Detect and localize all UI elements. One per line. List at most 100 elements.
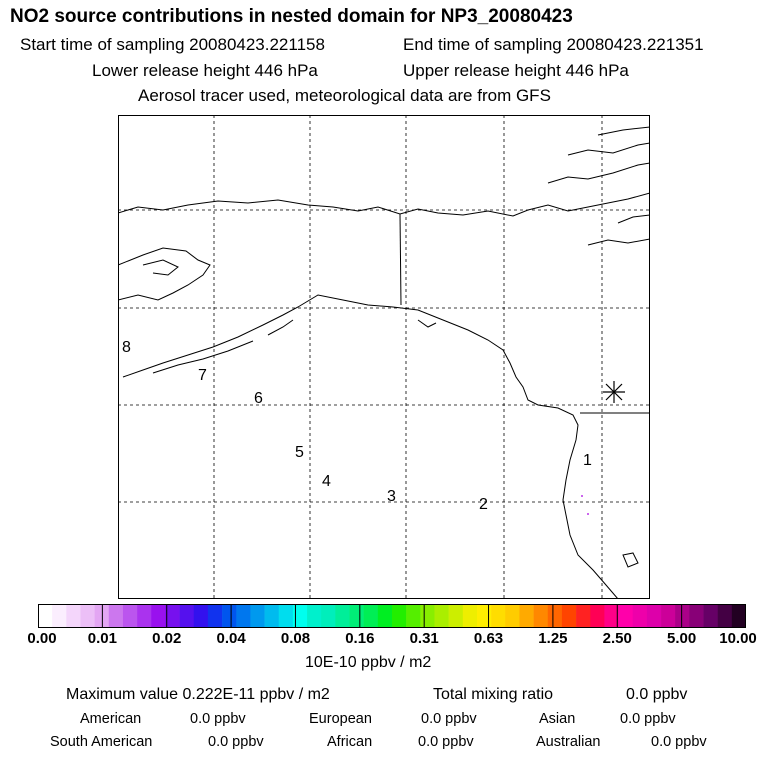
colorbar-cell <box>434 604 449 628</box>
release-site-marker <box>603 381 625 403</box>
region-label-american: American <box>80 711 142 727</box>
colorbar-cell <box>236 604 251 628</box>
region-value-european: 0.0 ppbv <box>421 711 477 727</box>
colorbar-cell <box>165 604 180 628</box>
colorbar-cell <box>576 604 591 628</box>
trajectory-label-5: 5 <box>295 444 304 461</box>
upper-release-height: Upper release height 446 hPa <box>403 61 629 80</box>
colorbar-cell <box>420 604 435 628</box>
end-time: End time of sampling 20080423.221351 <box>403 35 704 54</box>
max-value: Maximum value 0.222E-11 ppbv / m2 <box>66 686 330 703</box>
trajectory-label-8: 8 <box>122 339 131 356</box>
colorbar-cells <box>38 604 746 628</box>
map-panel: 1 2 3 4 5 6 7 8 <box>118 115 650 599</box>
colorbar-cell <box>618 604 634 628</box>
map-frame <box>118 115 650 599</box>
colorbar-cell <box>519 604 534 628</box>
colorbar-cell <box>222 604 237 628</box>
map-title: NO2 source contributions in nested domai… <box>10 6 573 27</box>
region-value-american: 0.0 ppbv <box>190 711 246 727</box>
colorbar-tick-label: 0.02 <box>152 630 182 647</box>
colorbar-cell <box>392 604 407 628</box>
colorbar-tick-label: 5.00 <box>667 630 697 647</box>
trajectory-labels: 1 2 3 4 5 6 7 8 <box>122 339 592 513</box>
colorbar-cell <box>207 604 223 628</box>
colorbar-tick-label: 10.00 <box>719 630 757 647</box>
colorbar-cell <box>122 604 138 628</box>
colorbar-cell <box>717 604 733 628</box>
colorbar-cell <box>505 604 520 628</box>
colorbar-cell <box>689 604 704 628</box>
colorbar-tick-label: 0.04 <box>216 630 246 647</box>
colorbar-cell <box>377 604 393 628</box>
total-mixing-value: 0.0 ppbv <box>626 686 688 703</box>
colorbar-cell <box>561 604 577 628</box>
coastlines <box>118 126 650 599</box>
lower-release-height: Lower release height 446 hPa <box>92 61 318 80</box>
plume-dots <box>581 495 589 515</box>
colorbar-cell <box>448 604 464 628</box>
tracer-note: Aerosol tracer used, meteorological data… <box>138 86 551 105</box>
region-value-australian: 0.0 ppbv <box>651 734 707 750</box>
colorbar-tick-label: 0.00 <box>27 630 57 647</box>
colorbar-cell <box>38 604 53 628</box>
colorbar-cell <box>250 604 265 628</box>
colorbar-cell <box>661 604 676 628</box>
colorbar-cell <box>476 604 492 628</box>
colorbar-cell <box>349 604 364 628</box>
colorbar-cell <box>179 604 195 628</box>
colorbar-cell <box>292 604 308 628</box>
colorbar-cell <box>604 604 619 628</box>
colorbar-tick-label: 0.01 <box>87 630 117 647</box>
colorbar-cell <box>151 604 166 628</box>
region-label-australian: Australian <box>536 734 601 750</box>
start-time: Start time of sampling 20080423.221158 <box>20 35 325 54</box>
trajectory-label-4: 4 <box>322 473 331 490</box>
region-value-south-american: 0.0 ppbv <box>208 734 264 750</box>
colorbar-tick-label: 0.63 <box>473 630 504 647</box>
region-label-european: European <box>309 711 372 727</box>
colorbar-cell <box>646 604 662 628</box>
trajectory-label-3: 3 <box>387 488 396 505</box>
colorbar-cell <box>80 604 95 628</box>
colorbar-cell <box>307 604 322 628</box>
region-value-asian: 0.0 ppbv <box>620 711 676 727</box>
colorbar-tick-label: 0.16 <box>345 630 375 647</box>
colorbar-cell <box>406 604 421 628</box>
colorbar-units: 10E-10 ppbv / m2 <box>305 654 432 671</box>
colorbar-cell <box>590 604 605 628</box>
colorbar-cell <box>137 604 152 628</box>
region-label-south-american: South American <box>50 734 153 750</box>
region-label-african: African <box>327 734 373 750</box>
colorbar-cell <box>193 604 209 628</box>
colorbar-cell <box>491 604 506 628</box>
colorbar-cell <box>335 604 350 628</box>
colorbar-tick-label: 2.50 <box>602 630 632 647</box>
colorbar-dividers <box>101 604 683 628</box>
colorbar-cell <box>703 604 718 628</box>
trajectory-label-1: 1 <box>583 452 592 469</box>
colorbar-tick-label: 0.31 <box>409 630 439 647</box>
colorbar-cell <box>278 604 294 628</box>
colorbar-cell <box>108 604 124 628</box>
colorbar-cell <box>66 604 81 628</box>
colorbar <box>38 604 746 628</box>
colorbar-cell <box>52 604 67 628</box>
region-label-asian: Asian <box>539 711 576 727</box>
colorbar-tick-label: 0.08 <box>280 630 311 647</box>
region-value-african: 0.0 ppbv <box>418 734 474 750</box>
trajectory-label-6: 6 <box>254 390 263 407</box>
colorbar-cell <box>632 604 648 628</box>
colorbar-cell <box>321 604 336 628</box>
graticule <box>118 115 650 599</box>
colorbar-cell <box>462 604 478 628</box>
colorbar-cell <box>675 604 690 628</box>
trajectory-label-2: 2 <box>479 496 488 513</box>
colorbar-cell <box>547 604 563 628</box>
colorbar-cell <box>731 604 746 628</box>
trajectory-label-7: 7 <box>198 367 207 384</box>
colorbar-cell <box>533 604 549 628</box>
total-mixing-label: Total mixing ratio <box>433 686 554 703</box>
colorbar-tick-label: 1.25 <box>538 630 568 647</box>
colorbar-frame <box>38 604 746 628</box>
